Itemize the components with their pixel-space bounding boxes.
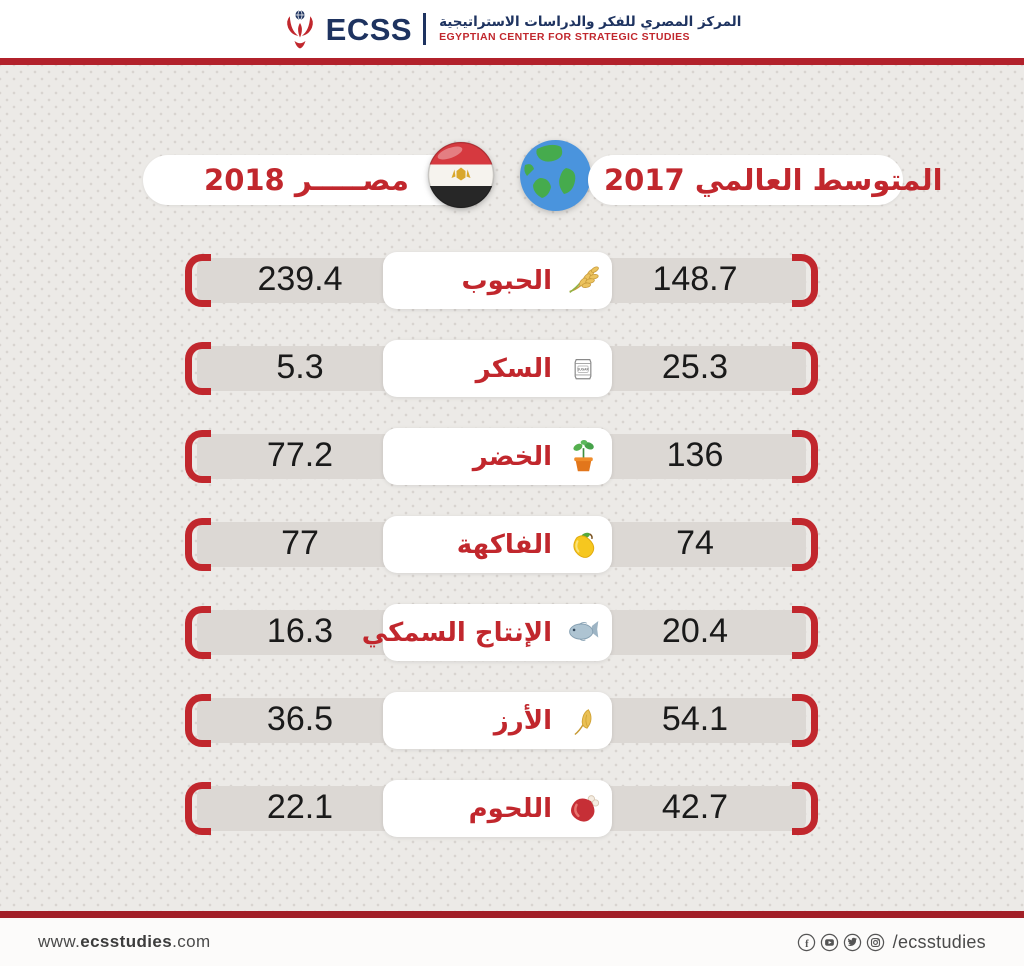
world-value: 74 [676,524,714,562]
category-panel: الفاكهة [383,516,612,573]
category-label: الأرز [493,705,552,736]
org-name-arabic: المركز المصري للفكر والدراسات الاستراتيج… [439,14,742,30]
svg-text:f: f [805,938,809,949]
data-row: 22.1 اللحوم 42.7 [185,780,818,837]
world-value: 148.7 [652,260,738,298]
website-prefix: www. [38,932,81,951]
category-label: السكر [475,353,552,384]
fish-icon [564,613,602,653]
legend-pill-world: المتوسط العالمي 2017 [588,155,943,205]
egypt-value: 36.5 [266,700,334,738]
org-name-english: EGYPTIAN CENTER FOR STRATEGIC STUDIES [439,30,690,43]
egypt-flag-icon [427,141,495,209]
social-icon-group: f [797,933,885,952]
wheat-icon [564,261,602,301]
bracket-right [792,782,818,835]
data-row: 77.2 الخضر 136 [185,428,818,485]
world-value: 136 [666,436,724,474]
legend-pill-egypt: مصـــــر 2018 [143,155,470,205]
mango-icon [564,525,602,565]
twitter-icon[interactable] [843,933,862,952]
egypt-value: 77.2 [266,436,334,474]
data-row: 77 الفاكهة 74 [185,516,818,573]
egypt-value: 22.1 [266,788,334,826]
data-row: 16.3 الإنتاج السمكي 20.4 [185,604,818,661]
svg-text:SUGAR: SUGAR [577,367,589,371]
social-handle[interactable]: /ecsstudies [892,931,986,952]
bracket-right [792,518,818,571]
category-label: الفاكهة [456,529,552,560]
legend-label-egypt: مصـــــر 2018 [204,163,409,197]
header-rule [0,58,1024,65]
category-panel: الأرز [383,692,612,749]
youtube-icon[interactable] [820,933,839,952]
bracket-left [185,782,211,835]
facebook-icon[interactable]: f [797,933,816,952]
bracket-right [792,342,818,395]
category-label: اللحوم [468,793,552,824]
egypt-value: 77 [281,524,319,562]
bracket-right [792,430,818,483]
header: ECSS المركز المصري للفكر والدراسات الاست… [0,0,1024,58]
bracket-right [792,606,818,659]
category-label: الحبوب [461,265,552,296]
world-value: 42.7 [661,788,729,826]
website-suffix: .com [172,932,211,951]
bracket-left [185,606,211,659]
category-panel: الخضر [383,428,612,485]
logo-wordmark: ECSS [325,11,413,47]
category-panel: الإنتاج السمكي [362,604,612,661]
data-row: 5.3 السكر SUGAR 25.3 [185,340,818,397]
data-row: 239.4 الحبوب 148.7 [185,252,818,309]
category-panel: اللحوم [383,780,612,837]
category-panel: الحبوب [383,252,612,309]
org-names: المركز المصري للفكر والدراسات الاستراتيج… [439,14,741,44]
bracket-left [185,694,211,747]
rice-stalk-icon [564,701,602,741]
bracket-left [185,342,211,395]
footer: www.ecsstudies.com f /ecsstudies [0,918,1024,966]
bracket-left [185,518,211,571]
category-label: الخضر [472,441,552,472]
category-label: الإنتاج السمكي [361,617,552,648]
bracket-left [185,254,211,307]
footer-rule [0,911,1024,918]
world-value: 54.1 [661,700,729,738]
potted-plant-icon [564,437,602,477]
egypt-value: 16.3 [266,612,334,650]
egypt-value: 239.4 [257,260,343,298]
legend-label-world: المتوسط العالمي 2017 [604,163,943,197]
data-row: 36.5 الأرز 54.1 [185,692,818,749]
world-value: 20.4 [661,612,729,650]
instagram-icon[interactable] [866,933,885,952]
social-links: f /ecsstudies [797,932,986,953]
website-bold: ecsstudies [80,932,173,951]
globe-icon [518,138,593,213]
world-value: 25.3 [661,348,729,386]
content-area: مصـــــر 2018 [0,65,1024,911]
ecss-logo-icon [283,8,317,50]
category-panel: السكر SUGAR [383,340,612,397]
bracket-right [792,694,818,747]
logo-divider [423,13,427,45]
website-link[interactable]: www.ecsstudies.com [38,932,211,952]
bracket-left [185,430,211,483]
bracket-right [792,254,818,307]
sugar-bag-icon: SUGAR [564,349,602,389]
meat-icon [564,789,602,829]
egypt-value: 5.3 [276,348,324,386]
